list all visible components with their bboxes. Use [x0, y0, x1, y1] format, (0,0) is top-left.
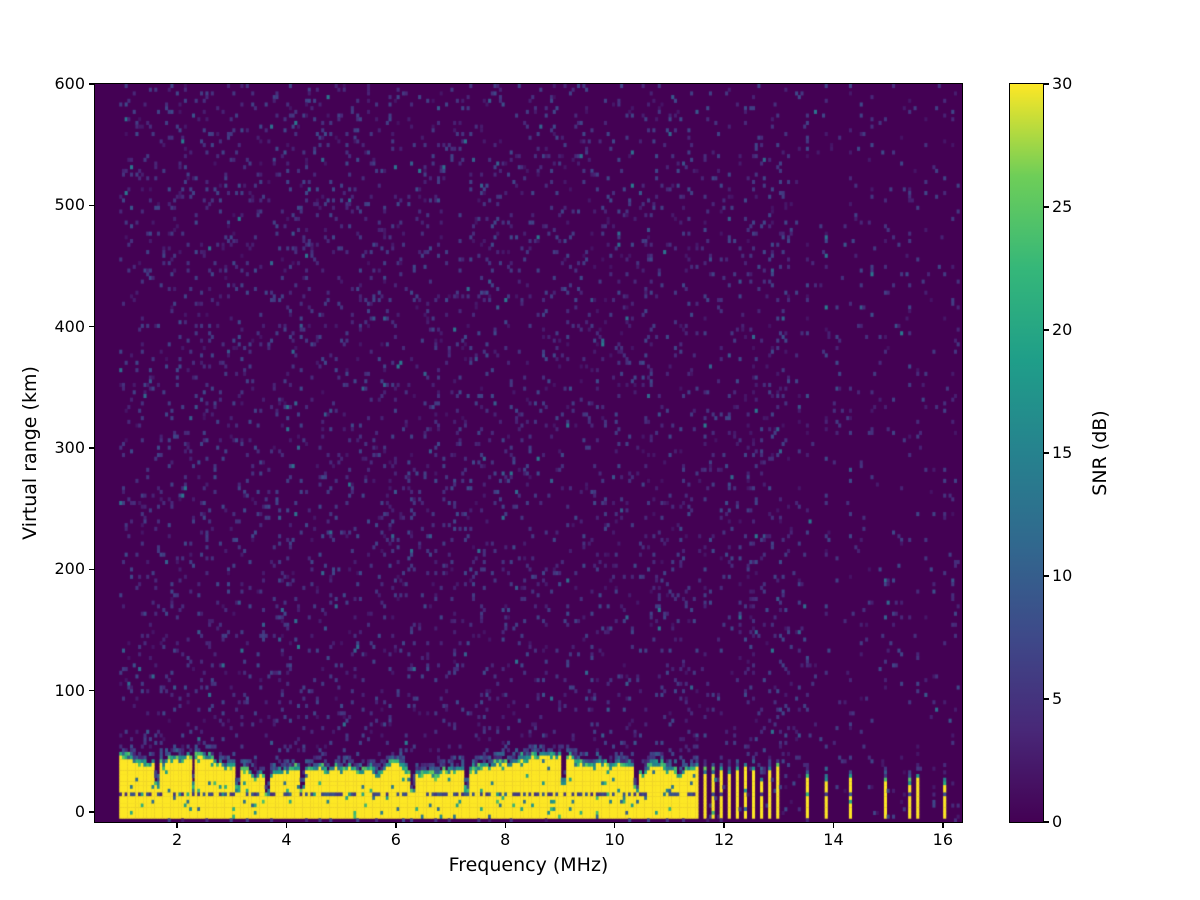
x-tick-mark [613, 822, 616, 828]
y-tick-label: 0 [74, 802, 85, 822]
x-tick-label: 4 [281, 830, 292, 849]
colorbar-tick-label: 5 [1052, 689, 1063, 708]
x-axis-label: Frequency (MHz) [448, 854, 609, 876]
x-tick-mark [176, 822, 178, 828]
y-tick-mark [89, 204, 95, 207]
y-tick-label: 300 [54, 438, 85, 458]
plot-area [94, 83, 963, 823]
y-tick-label: 200 [54, 559, 85, 579]
x-tick-label: 14 [823, 830, 844, 849]
y-tick-mark [89, 689, 95, 692]
x-tick-mark [395, 822, 397, 828]
x-tick-label: 8 [500, 830, 511, 849]
x-tick-mark [832, 822, 835, 828]
y-tick-mark [89, 568, 95, 571]
y-tick-mark [89, 325, 95, 328]
colorbar-tick-mark [1043, 329, 1049, 331]
colorbar-tick-mark [1043, 83, 1049, 85]
colorbar-label: SNR (dB) [1089, 410, 1111, 496]
colorbar-tick-mark [1043, 452, 1049, 454]
y-tick-label: 100 [54, 680, 85, 700]
y-tick-mark [89, 83, 95, 85]
colorbar-tick-label: 25 [1052, 197, 1073, 216]
x-tick-label: 6 [390, 830, 401, 849]
ionogram-heatmap-canvas [95, 84, 962, 822]
colorbar-tick-label: 10 [1052, 566, 1073, 585]
colorbar-tick-label: 30 [1052, 74, 1073, 93]
x-tick-mark [942, 822, 944, 828]
colorbar [1009, 83, 1044, 823]
x-tick-mark [504, 822, 506, 828]
x-tick-mark [285, 822, 288, 828]
x-tick-mark [723, 822, 725, 828]
y-tick-label: 400 [54, 316, 85, 336]
x-tick-label: 2 [171, 830, 183, 849]
colorbar-tick-label: 0 [1052, 812, 1063, 831]
colorbar-tick-mark [1043, 575, 1049, 577]
colorbar-tick-mark [1043, 698, 1049, 700]
x-tick-label: 16 [932, 830, 954, 849]
y-tick-mark [89, 447, 95, 449]
y-tick-mark [89, 811, 95, 813]
y-tick-label: 600 [54, 74, 85, 93]
colorbar-tick-label: 20 [1052, 320, 1073, 339]
x-tick-label: 10 [604, 830, 625, 849]
colorbar-tick-mark [1043, 206, 1049, 208]
colorbar-tick-label: 15 [1052, 443, 1073, 462]
x-tick-label: 12 [713, 830, 735, 849]
colorbar-tick-mark [1043, 821, 1049, 823]
y-tick-label: 500 [54, 195, 85, 215]
